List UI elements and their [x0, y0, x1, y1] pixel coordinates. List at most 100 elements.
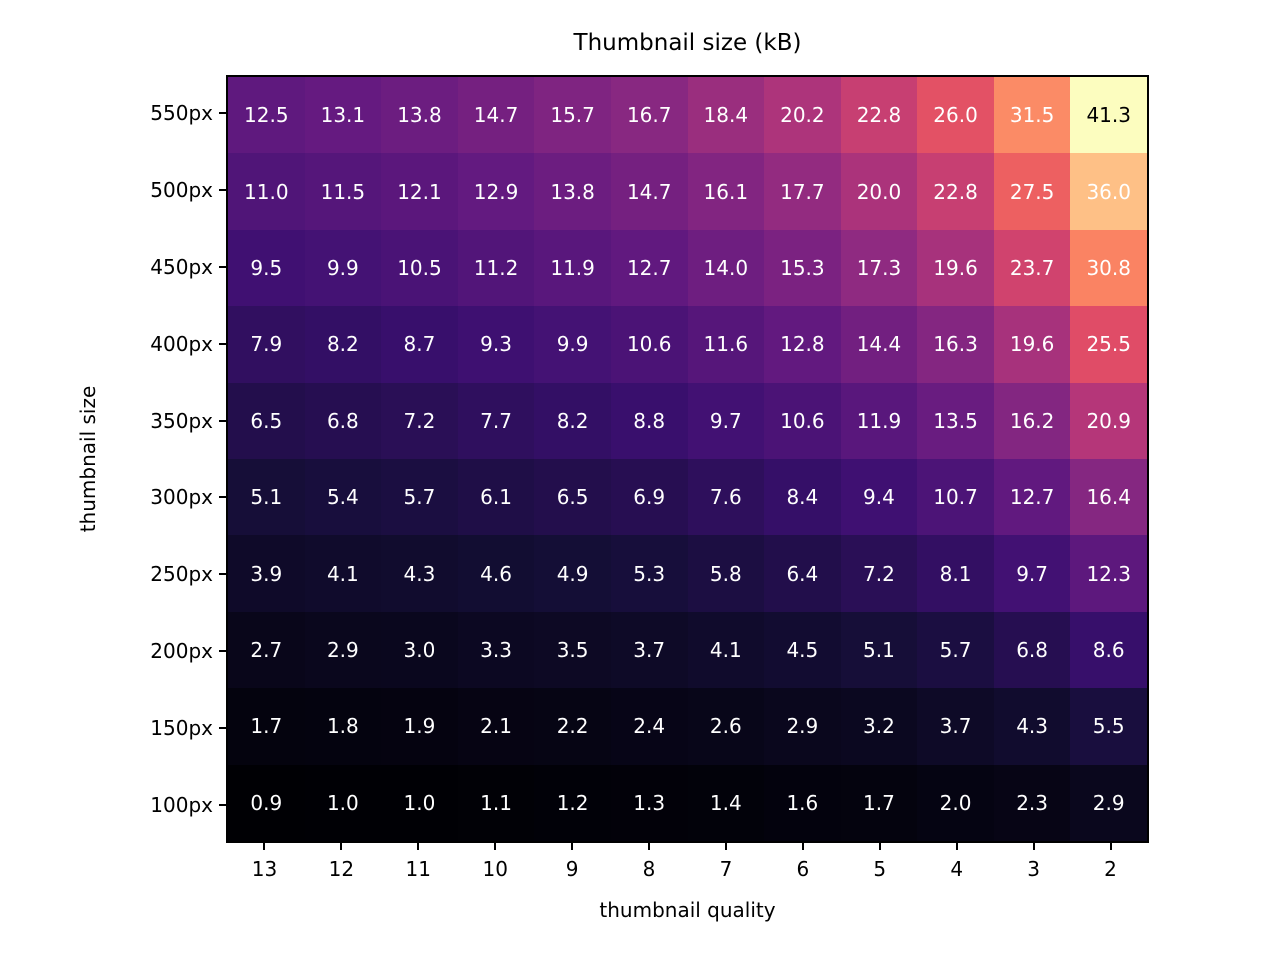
- heatmap-cell: 6.5: [534, 459, 611, 536]
- heatmap-cell: 2.0: [917, 764, 994, 841]
- y-tick-mark: [219, 573, 226, 576]
- heatmap-cell: 5.5: [1070, 688, 1147, 765]
- heatmap-cell: 2.6: [687, 688, 765, 765]
- x-tick-label: 3: [1027, 857, 1040, 881]
- heatmap-cell: 9.3: [457, 306, 535, 383]
- y-tick-label: 100px: [150, 792, 213, 817]
- heatmap-cell: 15.7: [534, 77, 611, 154]
- heatmap-cell: 22.8: [917, 153, 994, 230]
- heatmap-cell: 14.0: [687, 229, 765, 307]
- heatmap-cell: 8.4: [764, 459, 841, 536]
- heatmap-cell: 2.3: [993, 764, 1071, 841]
- heatmap-cell: 11.6: [687, 306, 765, 383]
- heatmap-cell: 1.2: [534, 764, 611, 841]
- heatmap-cell: 11.5: [304, 153, 382, 230]
- heatmap-cell: 5.8: [687, 535, 765, 612]
- heatmap-cell: 19.6: [993, 306, 1071, 383]
- heatmap-cell: 2.9: [764, 688, 841, 765]
- x-axis-label: thumbnail quality: [599, 898, 776, 922]
- y-tick-mark: [219, 342, 226, 345]
- x-tick-mark: [878, 843, 881, 850]
- heatmap-cell: 9.4: [840, 459, 918, 536]
- x-tick-mark: [417, 843, 420, 850]
- x-tick-label: 5: [873, 857, 887, 881]
- x-tick-label: 9: [565, 857, 579, 881]
- heatmap-cell: 18.4: [687, 77, 765, 154]
- heatmap-cell: 13.8: [381, 77, 458, 154]
- heatmap-cell: 5.7: [381, 459, 458, 536]
- heatmap-cell: 26.0: [917, 77, 994, 154]
- x-tick-label: 6: [796, 857, 810, 881]
- y-tick-label: 400px: [150, 331, 213, 356]
- x-tick-label: 12: [328, 857, 355, 881]
- heatmap-cell: 3.3: [457, 611, 535, 689]
- heatmap-cell: 20.9: [1070, 382, 1147, 459]
- heatmap-cell: 4.3: [381, 535, 458, 612]
- heatmap-cell: 36.0: [1070, 153, 1147, 230]
- x-tick-label: 8: [642, 857, 656, 881]
- heatmap-cell: 1.7: [840, 764, 918, 841]
- heatmap-cell: 11.9: [840, 382, 918, 459]
- heatmap-cell: 3.9: [228, 535, 305, 612]
- heatmap-cell: 15.3: [764, 229, 841, 307]
- heatmap-cell: 9.7: [687, 382, 765, 459]
- x-tick-mark: [263, 843, 266, 850]
- y-tick-label: 350px: [150, 408, 213, 433]
- heatmap-cell: 22.8: [840, 77, 918, 154]
- heatmap-cell: 13.5: [917, 382, 994, 459]
- heatmap-cell: 20.2: [764, 77, 841, 154]
- x-tick-mark: [801, 843, 804, 850]
- heatmap-cell: 14.4: [840, 306, 918, 383]
- y-tick-label: 300px: [150, 485, 213, 510]
- heatmap-cell: 8.2: [534, 382, 611, 459]
- heatmap-cell: 10.5: [381, 229, 458, 307]
- x-tick-mark: [1032, 843, 1035, 850]
- heatmap-cell: 11.0: [228, 153, 305, 230]
- heatmap-cell: 4.6: [457, 535, 535, 612]
- heatmap-cell: 3.0: [381, 611, 458, 689]
- heatmap-cell: 13.8: [534, 153, 611, 230]
- heatmap-cell: 8.8: [610, 382, 688, 459]
- heatmap-cell: 11.2: [457, 229, 535, 307]
- heatmap-cell: 7.6: [687, 459, 765, 536]
- y-tick-mark: [219, 803, 226, 806]
- y-tick-mark: [219, 496, 226, 499]
- heatmap-cell: 17.7: [764, 153, 841, 230]
- heatmap-cell: 8.2: [304, 306, 382, 383]
- heatmap-cell: 8.6: [1070, 611, 1147, 689]
- heatmap-cell: 4.1: [304, 535, 382, 612]
- y-tick-mark: [219, 189, 226, 192]
- heatmap-cell: 0.9: [228, 764, 305, 841]
- x-tick-mark: [340, 843, 343, 850]
- heatmap-cell: 6.8: [993, 611, 1071, 689]
- heatmap-cell: 4.9: [534, 535, 611, 612]
- heatmap-cell: 2.7: [228, 611, 305, 689]
- heatmap-cell: 7.2: [381, 382, 458, 459]
- heatmap-cell: 9.7: [993, 535, 1071, 612]
- heatmap-cell: 17.3: [840, 229, 918, 307]
- heatmap-cell: 6.1: [457, 459, 535, 536]
- x-tick-mark: [1109, 843, 1112, 850]
- heatmap-cell: 16.2: [993, 382, 1071, 459]
- y-tick-mark: [219, 650, 226, 652]
- heatmap-cell: 1.3: [610, 764, 688, 841]
- heatmap-cell: 9.9: [534, 306, 611, 383]
- heatmap-cell: 4.5: [764, 611, 841, 689]
- heatmap-cell: 12.5: [228, 77, 305, 154]
- heatmap-axes: 12.5 13.1 13.8 14.7 15.7 16.7 18.4 20.2 22.8 26.0…: [226, 75, 1149, 843]
- y-tick-mark: [219, 419, 226, 422]
- heatmap-cell: 11.9: [534, 229, 611, 307]
- y-tick-mark: [219, 726, 226, 729]
- heatmap-cell: 12.1: [381, 153, 458, 230]
- heatmap-cell: 10.6: [764, 382, 841, 459]
- heatmap-cell: 9.5: [228, 229, 305, 307]
- y-axis-label: thumbnail size: [76, 385, 100, 533]
- heatmap-cell: 10.7: [917, 459, 994, 536]
- heatmap-cell: 5.7: [917, 611, 994, 689]
- heatmap-cell: 16.3: [917, 306, 994, 383]
- heatmap-cell: 16.1: [687, 153, 765, 230]
- heatmap-cell: 27.5: [993, 153, 1071, 230]
- y-tick-mark: [219, 112, 226, 115]
- heatmap-cell: 23.7: [993, 229, 1071, 307]
